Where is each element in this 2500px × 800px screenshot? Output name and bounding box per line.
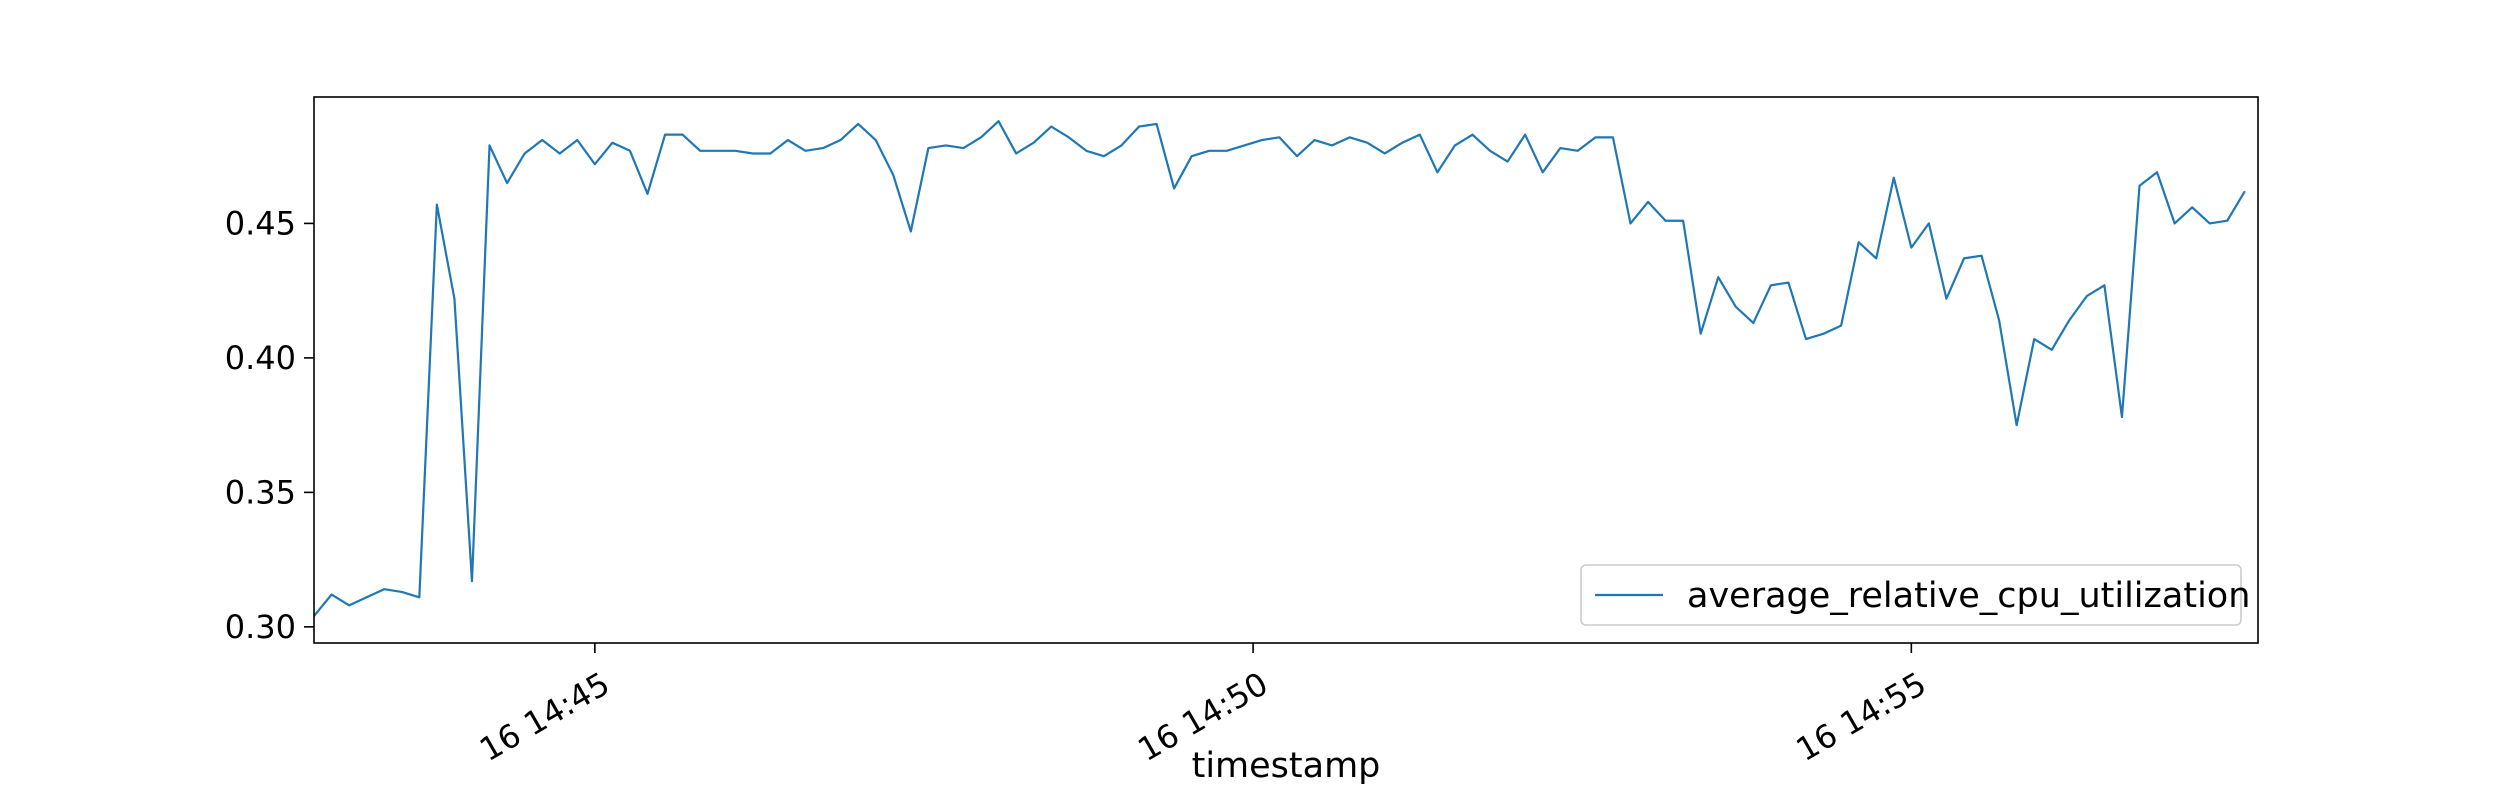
x-tick-label: 16 14:55 — [1790, 664, 1933, 768]
legend-box — [1580, 564, 2242, 626]
y-tick-label: 0.45 — [225, 204, 296, 242]
legend-entry-label: average_relative_cpu_utilization — [1687, 576, 2250, 616]
x-tick-label: 16 14:45 — [473, 664, 616, 768]
legend: average_relative_cpu_utilization — [1580, 564, 2250, 626]
y-tick-label: 0.35 — [225, 473, 296, 511]
y-tick-label: 0.40 — [225, 339, 296, 377]
y-tick-label: 0.30 — [225, 608, 296, 646]
y-axis: 0.30 0.35 0.40 0.45 — [225, 204, 314, 646]
series-line-average-relative-cpu-utilization — [313, 120, 2246, 617]
x-axis-label: timestamp — [1192, 746, 1381, 786]
plot-frame — [313, 96, 2259, 644]
